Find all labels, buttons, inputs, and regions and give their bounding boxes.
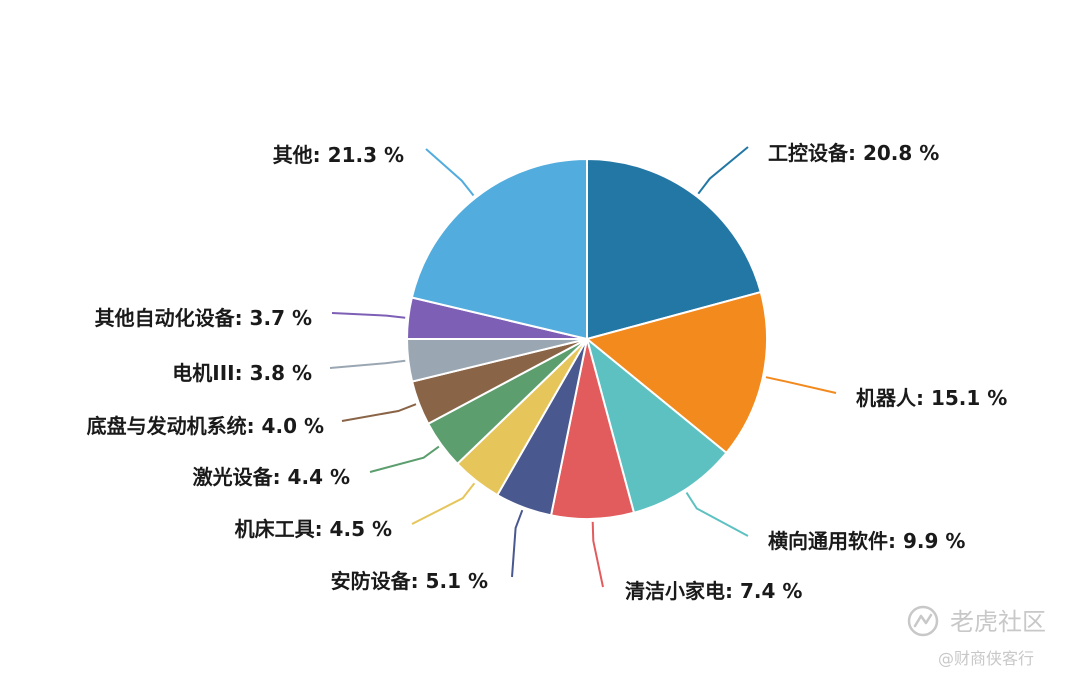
leader-lines [329, 146, 837, 588]
slice-label: 机器人: 15.1 % [856, 386, 1007, 410]
slice-label: 工控设备: 20.8 % [768, 141, 939, 165]
slice-labels: 工控设备: 20.8 % 机器人: 15.1 % 横向通用软件: 9.9 % 清洁小家… [87, 141, 1008, 603]
pie-slice [410, 157, 588, 341]
leader-line [331, 312, 406, 319]
leader-line [369, 445, 440, 473]
slice-label: 其他自动化设备: 3.7 % [95, 306, 312, 330]
watermark-author: @财商侠客行 [938, 649, 1034, 668]
slice-label: 清洁小家电: 7.4 % [625, 579, 802, 603]
leader-line [511, 509, 524, 578]
slice-label: 机床工具: 4.5 % [235, 517, 392, 541]
leader-line [685, 492, 749, 537]
pie-slice [584, 290, 768, 455]
leader-line [591, 521, 604, 588]
watermark: 老虎社区 @财商侠客行 [907, 605, 1046, 668]
slice-label: 底盘与发动机系统: 4.0 % [87, 414, 324, 438]
slice-label: 其他: 21.3 % [273, 143, 404, 167]
leader-line [425, 148, 475, 197]
leader-line [697, 146, 749, 195]
watermark-brand: 老虎社区 [950, 608, 1046, 636]
slice-label: 激光设备: 4.4 % [193, 465, 350, 489]
slice-label: 安防设备: 5.1 % [331, 569, 488, 593]
pie-slice [585, 336, 728, 514]
watermark-logo-icon [907, 605, 939, 637]
leader-line [329, 359, 406, 369]
leader-line [341, 403, 417, 422]
leader-line [411, 482, 476, 525]
slice-label: 横向通用软件: 9.9 % [768, 529, 965, 553]
pie-slices [405, 157, 768, 520]
leader-line [765, 376, 837, 394]
pie-slice [586, 157, 762, 341]
slice-label: 电机III: 3.8 % [172, 361, 312, 385]
